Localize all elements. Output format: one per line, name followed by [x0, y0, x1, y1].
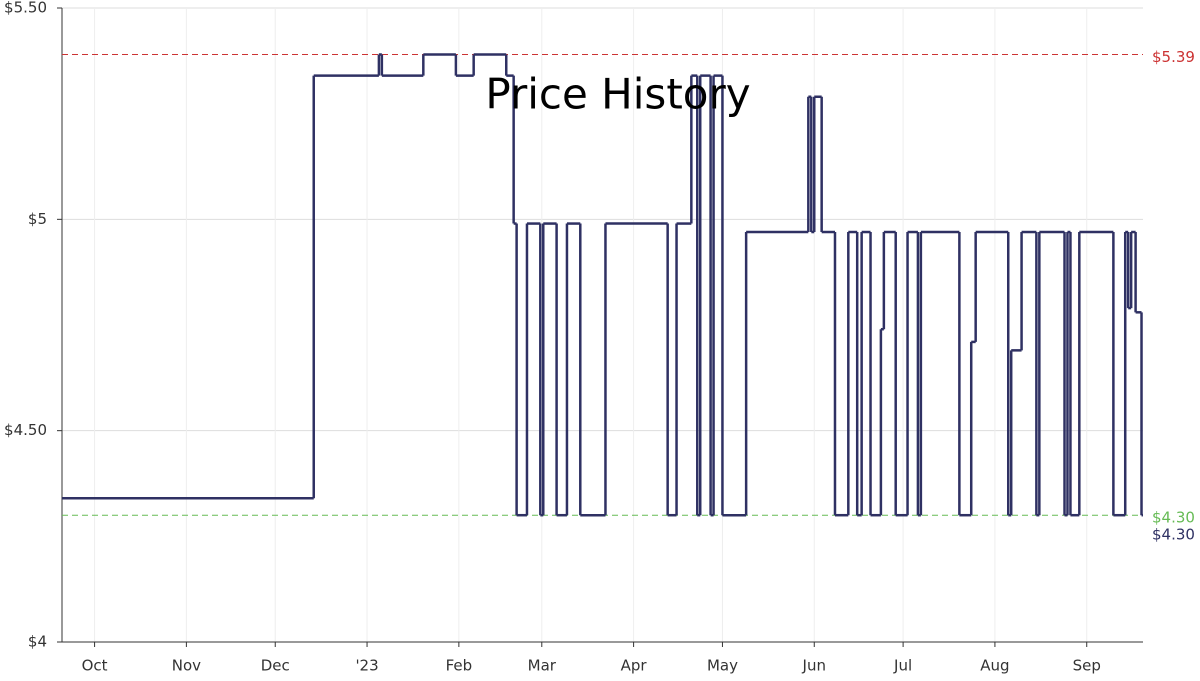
x-tick-label: Oct — [82, 657, 108, 675]
x-tick-label: Sep — [1073, 657, 1101, 675]
y-tick-label: $5 — [28, 210, 47, 228]
x-tick-label: Aug — [980, 657, 1009, 675]
x-tick-label: Dec — [261, 657, 290, 675]
reference-label: $5.39 — [1152, 48, 1195, 66]
y-tick-label: $4 — [28, 633, 47, 651]
current-price-label: $4.30 — [1152, 526, 1195, 544]
y-tick-label: $5.50 — [4, 0, 47, 17]
x-tick-label: '23 — [355, 657, 378, 675]
x-tick-label: Jul — [893, 657, 912, 675]
reference-label: $4.30 — [1152, 509, 1195, 527]
x-tick-label: Mar — [528, 657, 557, 675]
x-tick-label: May — [707, 657, 738, 675]
x-tick-label: Apr — [621, 657, 648, 675]
y-tick-label: $4.50 — [4, 421, 47, 439]
x-tick-label: Jun — [802, 657, 826, 675]
chart-title: Price History — [485, 70, 750, 119]
x-tick-label: Feb — [446, 657, 473, 675]
x-tick-label: Nov — [172, 657, 201, 675]
